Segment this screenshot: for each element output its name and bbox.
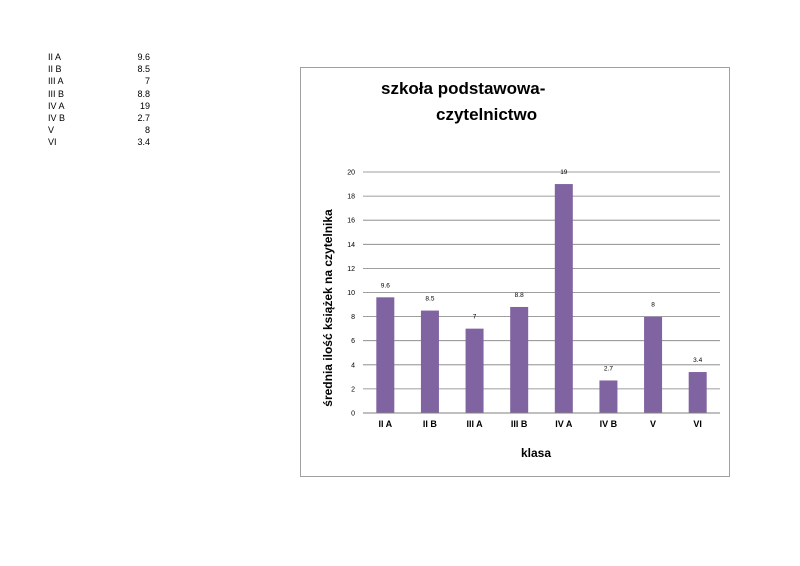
row-label: IV A (48, 100, 65, 111)
y-tick-label: 6 (351, 338, 355, 345)
table-row: III A 7 (48, 75, 150, 87)
table-row: VI 3.4 (48, 136, 150, 148)
row-value: 8.8 (137, 88, 150, 99)
row-value: 19 (139, 100, 150, 111)
chart-title-line-2: czytelnictwo (436, 105, 537, 124)
y-tick-label: 16 (347, 218, 355, 225)
table-row: II A 9.6 (48, 51, 150, 63)
table-row: IV A 19 (48, 100, 150, 112)
x-tick-label: II A (378, 419, 392, 429)
y-tick-label: 4 (351, 362, 355, 369)
bar (376, 297, 395, 413)
table-row: III B 8.8 (48, 88, 150, 100)
data-table: II A 9.6 II B 8.5 III A 7 III B 8.8 IV A 19 I… (48, 51, 150, 149)
x-tick-label: IV B (600, 419, 618, 429)
row-label: III B (48, 88, 65, 99)
y-tick-label: 20 (347, 170, 355, 177)
data-label: 7 (473, 314, 477, 321)
row-value: 7 (144, 76, 150, 87)
data-label: 8.8 (515, 292, 524, 299)
bar (644, 316, 663, 413)
x-tick-label: III B (511, 419, 528, 429)
x-axis-title: klasa (521, 446, 551, 460)
x-tick-label: VI (693, 419, 702, 429)
bar (599, 380, 618, 413)
bar (688, 372, 707, 413)
row-value: 8.5 (137, 64, 150, 75)
y-tick-label: 0 (351, 411, 355, 418)
row-value: 3.4 (137, 137, 150, 148)
table-row: II B 8.5 (48, 63, 150, 75)
row-label: III A (48, 76, 64, 87)
chart-frame: szkoła podstawowa- czytelnictwo klasa śr… (300, 67, 730, 477)
row-label: V (48, 125, 55, 136)
x-tick-label: II B (423, 419, 438, 429)
data-label: 8.5 (425, 296, 434, 303)
y-tick-label: 14 (347, 242, 355, 249)
data-label: 2.7 (604, 365, 613, 372)
y-tick-label: 12 (347, 266, 355, 273)
x-tick-label: V (650, 419, 656, 429)
chart-title-line-1: szkoła podstawowa- (381, 79, 545, 98)
row-label: II A (48, 52, 62, 62)
y-tick-label: 8 (351, 314, 355, 321)
x-tick-label: IV A (555, 419, 573, 429)
data-label: 8 (651, 302, 655, 309)
y-axis-title: średnia ilość książek na czytelnika (321, 209, 335, 407)
row-label: VI (48, 137, 57, 148)
row-label: II B (48, 64, 62, 75)
y-tick-label: 18 (347, 194, 355, 201)
y-tick-label: 2 (351, 386, 355, 393)
bar (554, 184, 573, 413)
row-value: 8 (144, 125, 150, 136)
row-value: 9.6 (137, 52, 150, 62)
y-tick-label: 10 (347, 290, 355, 297)
plot-area: 0 2 4 6 8 10 12 14 16 18 20 9.6 II A 8.5 II B 7 III A 8.8… (347, 169, 720, 429)
bar-chart: szkoła podstawowa- czytelnictwo klasa śr… (321, 79, 720, 460)
bar (510, 306, 529, 413)
data-label: 9.6 (381, 282, 390, 289)
data-label: 3.4 (693, 357, 702, 364)
row-label: IV B (48, 113, 66, 124)
bar (420, 310, 439, 413)
bar (465, 328, 484, 413)
x-tick-label: III A (466, 419, 483, 429)
table-row: IV B 2.7 (48, 112, 150, 124)
row-value: 2.7 (137, 113, 150, 124)
data-label: 19 (560, 169, 568, 176)
